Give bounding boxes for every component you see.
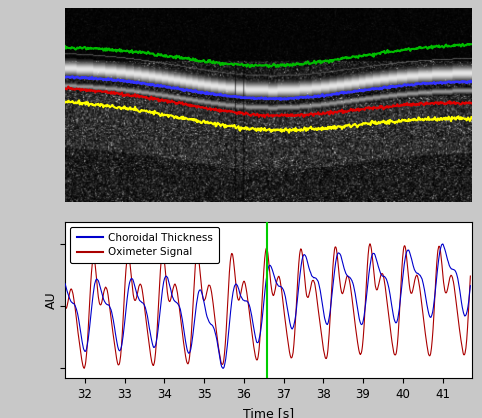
Legend: Choroidal Thickness, Oximeter Signal: Choroidal Thickness, Oximeter Signal	[70, 227, 219, 263]
X-axis label: Time [s]: Time [s]	[243, 407, 295, 418]
Y-axis label: AU: AU	[44, 291, 57, 309]
